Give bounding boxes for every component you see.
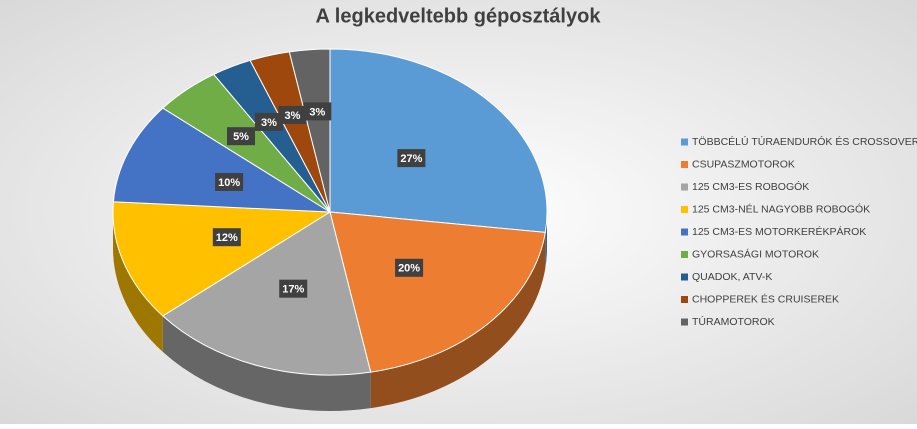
data-label: 10% — [218, 177, 240, 189]
slice — [329, 211, 546, 373]
legend-swatch — [681, 318, 688, 326]
data-label: 3% — [285, 110, 301, 122]
data-label: 3% — [261, 117, 277, 129]
data-label: 27% — [400, 153, 422, 165]
legend-swatch — [681, 183, 688, 191]
data-label-box — [397, 149, 426, 168]
legend-label: TÚRAMOTOROK — [692, 315, 775, 328]
legend-swatch — [681, 206, 688, 213]
chart-title: A legkedveltebb géposztályok — [316, 5, 602, 27]
slice — [161, 211, 372, 376]
legend-swatch — [681, 161, 688, 168]
data-label: 20% — [398, 263, 420, 275]
data-label-box — [215, 172, 244, 191]
data-label-box — [303, 102, 332, 121]
legend-label: 125 CM3-NÉL NAGYOBB ROBOGÓK — [692, 202, 870, 215]
legend-swatch — [681, 138, 688, 146]
legend-label: TÖBBCÉLÚ TÚRAENDURÓK ÉS CROSSOVEREK — [692, 135, 917, 148]
slice — [112, 201, 332, 317]
legend-label: 125 CM3-ES MOTORKERÉKPÁROK — [692, 225, 866, 238]
legend-label: 125 CM3-ES ROBOGÓK — [692, 180, 809, 193]
data-label: 17% — [282, 284, 304, 296]
slice-side — [162, 315, 371, 411]
legend-swatch — [681, 251, 688, 258]
legend-swatch — [681, 273, 688, 281]
legend-label: GYORSASÁGI MOTOROK — [692, 247, 819, 260]
slice-side — [113, 212, 163, 352]
legend-swatch — [681, 296, 688, 303]
data-label-box — [395, 258, 424, 277]
legend-swatch — [681, 228, 688, 236]
data-label: 12% — [216, 232, 238, 244]
slice — [329, 48, 548, 233]
data-label: 3% — [309, 106, 325, 118]
legend-label: CHOPPEREK ÉS CRUISEREK — [692, 292, 839, 305]
slice-side — [370, 232, 546, 409]
data-label-box — [227, 127, 256, 146]
slice — [112, 107, 332, 213]
data-label-box — [279, 279, 308, 298]
data-label: 5% — [233, 131, 249, 143]
slice — [288, 48, 331, 213]
legend-label: QUADOK, ATV-K — [692, 271, 772, 283]
legend-label: CSUPASZMOTOROK — [692, 158, 795, 170]
data-label-box — [212, 228, 241, 247]
data-label-box — [278, 105, 307, 124]
data-label-box — [254, 112, 283, 131]
